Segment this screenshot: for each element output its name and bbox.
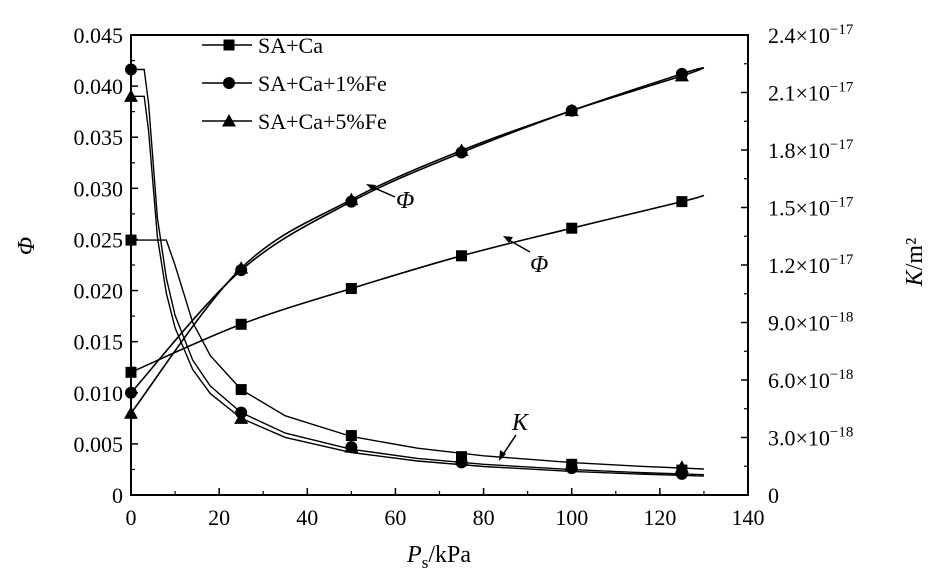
phi-curve (130, 66, 705, 394)
legend-label: SA+Ca+1%Fe (258, 71, 387, 96)
annotation-arrowhead-k (499, 450, 506, 461)
square-marker (345, 430, 357, 442)
triangle-marker (344, 192, 359, 206)
right-tick-label: 1.2×10−17 (768, 252, 854, 278)
right-tick-label: 0 (768, 483, 779, 508)
x-tick-label: 80 (473, 505, 495, 530)
x-axis-title: Ps/kPa (406, 542, 471, 572)
left-axis-title: Φ (14, 237, 40, 255)
triangle-marker (454, 143, 469, 157)
left-tick-label: 0.045 (74, 23, 124, 48)
annotation-k: K (511, 410, 530, 436)
x-tick-label: 100 (555, 505, 588, 530)
plot-border (130, 34, 749, 496)
triangle-marker (564, 458, 579, 471)
triangle-marker (124, 89, 138, 102)
x-tick-label: 120 (643, 505, 676, 530)
x-tick-label: 0 (126, 505, 137, 530)
k-curve (131, 95, 704, 477)
phi-curve (130, 194, 705, 374)
k-curve (131, 68, 704, 476)
left-tick-label: 0 (112, 483, 123, 508)
x-tick-label: 140 (732, 505, 765, 530)
square-marker (456, 250, 468, 262)
triangle-marker (344, 440, 359, 453)
x-tick-label: 20 (208, 505, 230, 530)
left-axis-ticks: 0 0.005 0.010 0.015 0.020 0.025 0.030 0.035 0.04… (74, 23, 138, 508)
annotation-arrowhead-phi-lower (503, 236, 513, 243)
right-tick-label: 3.0×10−18 (768, 425, 853, 451)
left-tick-label: 0.010 (74, 381, 124, 406)
left-tick-label: 0.005 (74, 432, 124, 457)
annotation-phi-upper: Φ (396, 188, 414, 214)
triangle-marker (234, 411, 249, 424)
phi-curve (130, 66, 705, 414)
triangle-marker (564, 103, 579, 117)
right-axis-ticks: 0 3.0×10−18 6.0×10−18 9.0×10−18 1.2×10−17 1.5… (741, 22, 854, 508)
square-marker (345, 283, 357, 295)
triangle-marker (454, 452, 469, 466)
square-marker (125, 366, 137, 378)
right-tick-label: 1.5×10−17 (768, 195, 854, 221)
annotation-arrow-k (501, 434, 517, 457)
legend-square-marker (223, 39, 235, 51)
series-curves (130, 66, 705, 477)
x-axis-ticks: 0 20 40 60 80 100 120 140 (126, 488, 765, 530)
x-tick-label: 60 (384, 505, 406, 530)
plot-frame (130, 34, 749, 496)
left-tick-label: 0.020 (74, 279, 124, 304)
right-tick-label: 1.8×10−17 (768, 137, 854, 163)
triangle-marker (124, 406, 138, 419)
right-tick-label: 2.1×10−17 (768, 80, 854, 106)
circle-marker (125, 386, 137, 399)
triangle-marker (674, 460, 689, 473)
k-curve (131, 239, 704, 470)
right-tick-label: 9.0×10−18 (768, 310, 853, 336)
right-axis-title: K/m² (902, 238, 928, 288)
annotation-arrow-phi-lower (506, 238, 531, 253)
annotation-phi-lower: Φ (530, 252, 548, 278)
legend-label: SA+Ca (258, 33, 323, 58)
square-marker (566, 222, 578, 234)
right-tick-label: 2.4×10−17 (768, 22, 854, 48)
triangle-marker (234, 261, 249, 274)
legend-triangle-marker (222, 114, 236, 127)
square-marker (235, 384, 247, 396)
left-tick-label: 0.030 (74, 176, 124, 201)
legend-circle-marker (223, 77, 235, 89)
legend-label: SA+Ca+5%Fe (258, 109, 387, 134)
square-marker (235, 318, 247, 330)
left-tick-label: 0.040 (74, 74, 124, 99)
legend: SA+Ca SA+Ca+1%Fe SA+Ca+5%Fe (202, 33, 387, 134)
square-marker (676, 196, 688, 208)
left-tick-label: 0.015 (74, 330, 124, 355)
series-markers (124, 63, 689, 480)
square-marker (125, 234, 137, 246)
circle-marker (125, 63, 137, 76)
x-tick-label: 40 (296, 505, 318, 530)
annotations: Φ Φ K (366, 184, 548, 461)
left-tick-label: 0.025 (74, 227, 124, 252)
right-tick-label: 6.0×10−18 (768, 367, 853, 393)
left-tick-label: 0.035 (74, 125, 124, 150)
annotation-arrowhead-phi-upper (366, 184, 376, 191)
triangle-marker (674, 68, 689, 82)
